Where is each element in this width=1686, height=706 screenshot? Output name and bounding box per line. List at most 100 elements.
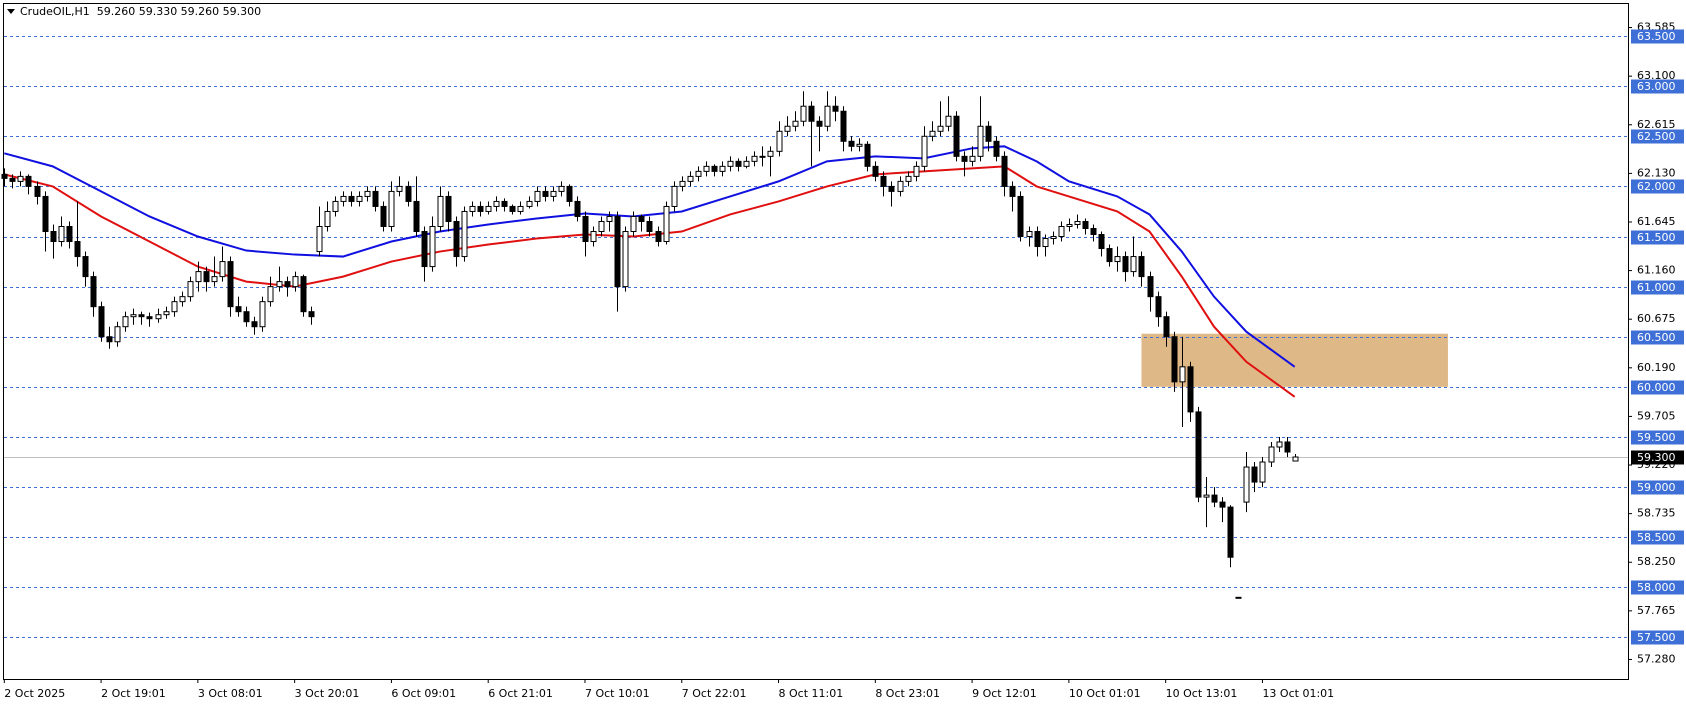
level-label-box xyxy=(1631,129,1684,144)
candle-body xyxy=(993,140,1000,157)
candle-body xyxy=(784,125,791,132)
candle-body xyxy=(58,225,65,243)
candle-body xyxy=(574,200,581,217)
level-label: 61.500 xyxy=(1637,231,1676,244)
level-label: 62.500 xyxy=(1637,130,1676,143)
candle-body xyxy=(1203,494,1210,498)
candle-body xyxy=(364,190,371,197)
candles-layer xyxy=(1,91,1299,599)
x-tick-label: 6 Oct 21:01 xyxy=(488,687,553,700)
level-label-box xyxy=(1631,280,1684,295)
candle-body xyxy=(800,105,807,122)
price-zone xyxy=(1141,333,1448,387)
x-tick-label: 8 Oct 11:01 xyxy=(779,687,844,700)
x-tick-label: 3 Oct 08:01 xyxy=(198,687,263,700)
candle-body xyxy=(9,177,16,182)
candle-body xyxy=(477,205,484,212)
candle-body xyxy=(1017,195,1024,238)
candle-body xyxy=(598,220,605,233)
candle-body xyxy=(421,231,428,268)
candle-body xyxy=(276,281,283,288)
level-label: 61.000 xyxy=(1637,281,1676,294)
candle-body xyxy=(316,225,323,253)
level-label: 57.500 xyxy=(1637,631,1676,644)
candle-body xyxy=(1098,234,1105,250)
candle-body xyxy=(582,215,589,243)
candle-body xyxy=(1219,501,1226,508)
candle-body xyxy=(1130,256,1137,273)
y-tick-label: 61.160 xyxy=(1637,264,1676,277)
candle-body xyxy=(461,210,468,258)
level-label-box xyxy=(1631,330,1684,345)
y-tick-label: 60.675 xyxy=(1637,312,1676,325)
level-label-box xyxy=(1631,530,1684,545)
candle-body xyxy=(17,175,24,182)
y-tick-label: 57.765 xyxy=(1637,604,1676,617)
candle-body xyxy=(66,225,73,243)
candle-body xyxy=(1082,220,1089,229)
candle-body xyxy=(695,170,702,177)
candle-body xyxy=(897,180,904,192)
candle-body xyxy=(251,321,258,328)
candle-body xyxy=(913,165,920,177)
candle-body xyxy=(372,190,379,207)
moving-average-line xyxy=(4,145,1296,368)
level-label: 63.500 xyxy=(1637,30,1676,43)
candle-body xyxy=(445,195,452,222)
candle-body xyxy=(25,175,32,187)
candle-body xyxy=(485,205,492,212)
candle-body xyxy=(1147,276,1154,298)
candle-body xyxy=(711,165,718,172)
menu-triangle[interactable] xyxy=(7,9,15,14)
candle-body xyxy=(413,200,420,233)
candle-body xyxy=(550,190,557,197)
moving-average-line xyxy=(4,165,1296,398)
chart-title: CrudeOIL,H1 59.260 59.330 59.260 59.300 xyxy=(20,5,261,18)
candle-body xyxy=(630,215,637,233)
candle-body xyxy=(921,135,928,167)
candle-body xyxy=(638,215,645,222)
candle-body xyxy=(824,105,831,127)
candle-body xyxy=(146,316,153,320)
candle-body xyxy=(622,231,629,288)
candle-body xyxy=(42,195,49,233)
candle-body xyxy=(929,130,936,137)
candle-body xyxy=(534,190,541,202)
candle-body xyxy=(856,143,863,147)
candle-body xyxy=(687,175,694,182)
candle-body xyxy=(106,336,113,343)
level-label: 62.000 xyxy=(1637,180,1676,193)
last-price-label: 59.300 xyxy=(1637,451,1676,464)
candle-body xyxy=(1195,411,1202,498)
lines-layer xyxy=(4,145,1296,398)
candle-body xyxy=(227,261,234,308)
candle-body xyxy=(388,190,395,227)
candle-body xyxy=(243,311,250,323)
y-tick-label: 58.735 xyxy=(1637,507,1676,520)
candle-body xyxy=(590,231,597,243)
candle-body xyxy=(453,220,460,258)
candle-body xyxy=(953,115,960,157)
x-tick-label: 9 Oct 12:01 xyxy=(972,687,1037,700)
level-label-box xyxy=(1631,179,1684,194)
candle-body xyxy=(1276,441,1283,448)
level-label-box xyxy=(1631,79,1684,94)
candle-body xyxy=(655,231,662,243)
candle-body xyxy=(1106,248,1113,263)
level-label-box xyxy=(1631,430,1684,445)
candle-body xyxy=(977,125,984,157)
candle-body xyxy=(300,276,307,313)
candle-body xyxy=(614,215,621,288)
level-label: 58.000 xyxy=(1637,581,1676,594)
candle-body xyxy=(727,160,734,167)
candle-body xyxy=(671,185,678,207)
candle-body xyxy=(864,143,871,167)
candle-body xyxy=(566,185,573,202)
candle-body xyxy=(340,195,347,202)
y-tick-label: 59.705 xyxy=(1637,409,1676,422)
candle-body xyxy=(1227,506,1234,558)
level-label: 58.500 xyxy=(1637,531,1676,544)
candle-body xyxy=(396,185,403,192)
candle-body xyxy=(840,110,847,142)
